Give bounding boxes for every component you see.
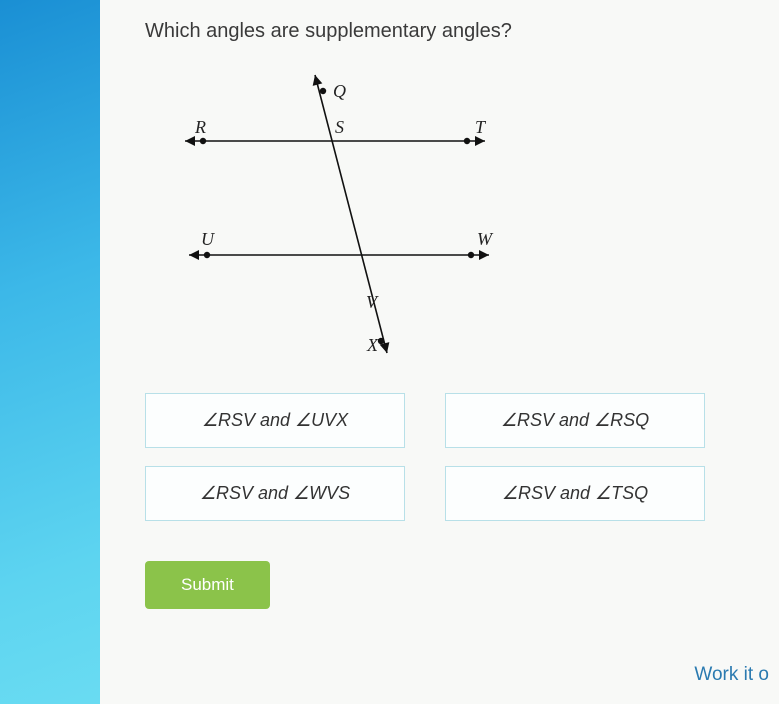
angle-diagram: Q R S T U V W X <box>145 63 505 363</box>
question-text: Which angles are supplementary angles? <box>145 20 759 43</box>
option-label: ∠RSV and ∠TSQ <box>502 483 648 503</box>
svg-text:U: U <box>201 229 215 249</box>
svg-text:V: V <box>366 292 379 312</box>
option-rsv-wvs[interactable]: ∠RSV and ∠WVS <box>145 466 405 521</box>
content-area: Which angles are supplementary angles? Q… <box>100 0 779 704</box>
options-grid: ∠RSV and ∠UVX ∠RSV and ∠RSQ ∠RSV and ∠WV… <box>145 393 759 521</box>
submit-button[interactable]: Submit <box>145 561 270 609</box>
submit-label: Submit <box>181 575 234 594</box>
option-label: ∠RSV and ∠WVS <box>200 483 350 503</box>
svg-text:W: W <box>477 229 494 249</box>
option-label: ∠RSV and ∠RSQ <box>501 410 649 430</box>
diagram-svg: Q R S T U V W X <box>145 63 505 363</box>
svg-text:X: X <box>366 335 379 355</box>
svg-text:S: S <box>335 117 344 137</box>
option-rsv-uvx[interactable]: ∠RSV and ∠UVX <box>145 393 405 448</box>
svg-text:T: T <box>475 117 487 137</box>
work-it-out-link[interactable]: Work it o <box>694 664 769 686</box>
svg-text:R: R <box>194 117 206 137</box>
option-rsv-rsq[interactable]: ∠RSV and ∠RSQ <box>445 393 705 448</box>
option-label: ∠RSV and ∠UVX <box>202 410 348 430</box>
option-rsv-tsq[interactable]: ∠RSV and ∠TSQ <box>445 466 705 521</box>
svg-text:Q: Q <box>333 81 346 101</box>
